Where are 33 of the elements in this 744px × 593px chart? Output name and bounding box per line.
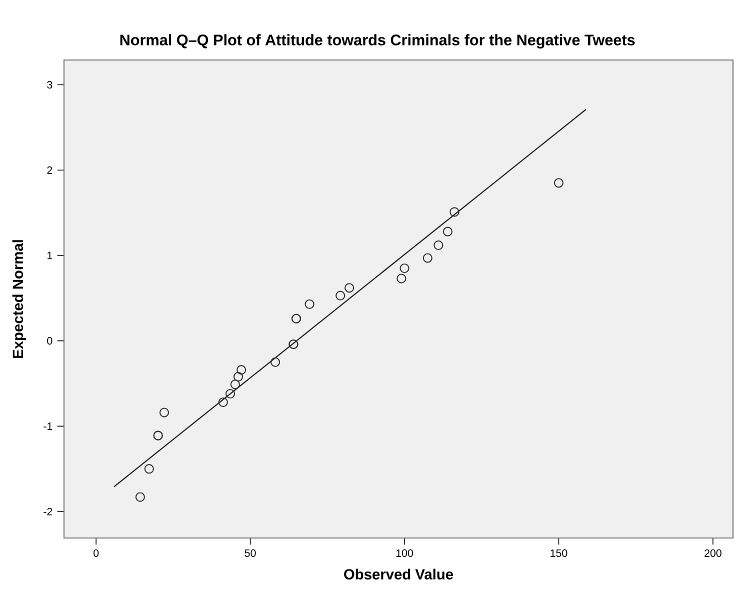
point [304, 299, 314, 309]
y-tick-label: 2 [47, 166, 52, 174]
point [236, 365, 246, 375]
point [344, 283, 354, 293]
chart-title: Normal Q–Q Plot of Attitude towards Criminals for the Negative Tweets [120, 34, 635, 49]
x-tick-label: 100 [396, 549, 413, 557]
point [450, 207, 460, 217]
point [270, 357, 280, 367]
point [218, 397, 228, 408]
point [554, 178, 564, 188]
y-axis-title: Expected Normal [12, 240, 26, 358]
point [442, 226, 452, 236]
y-tick-label: 0 [47, 337, 52, 345]
point [400, 263, 410, 274]
point [135, 492, 145, 502]
point [233, 372, 244, 382]
y-tick-label: -1 [44, 422, 52, 430]
point [144, 464, 154, 474]
y-tick-label: 1 [48, 252, 52, 260]
point [230, 380, 240, 390]
x-tick-label: 50 [244, 549, 256, 557]
point [434, 240, 444, 250]
y-tick-label: -2 [44, 508, 52, 516]
point [396, 274, 406, 284]
point [422, 253, 432, 263]
x-tick-label: 0 [94, 549, 99, 557]
y-tick-label: 3 [47, 80, 52, 89]
x-tick-label: 150 [550, 549, 568, 557]
point [336, 290, 346, 300]
x-axis-title: Observed Value [344, 568, 454, 580]
x-tick-label: 200 [704, 549, 722, 557]
point [225, 388, 236, 399]
point [159, 408, 170, 418]
